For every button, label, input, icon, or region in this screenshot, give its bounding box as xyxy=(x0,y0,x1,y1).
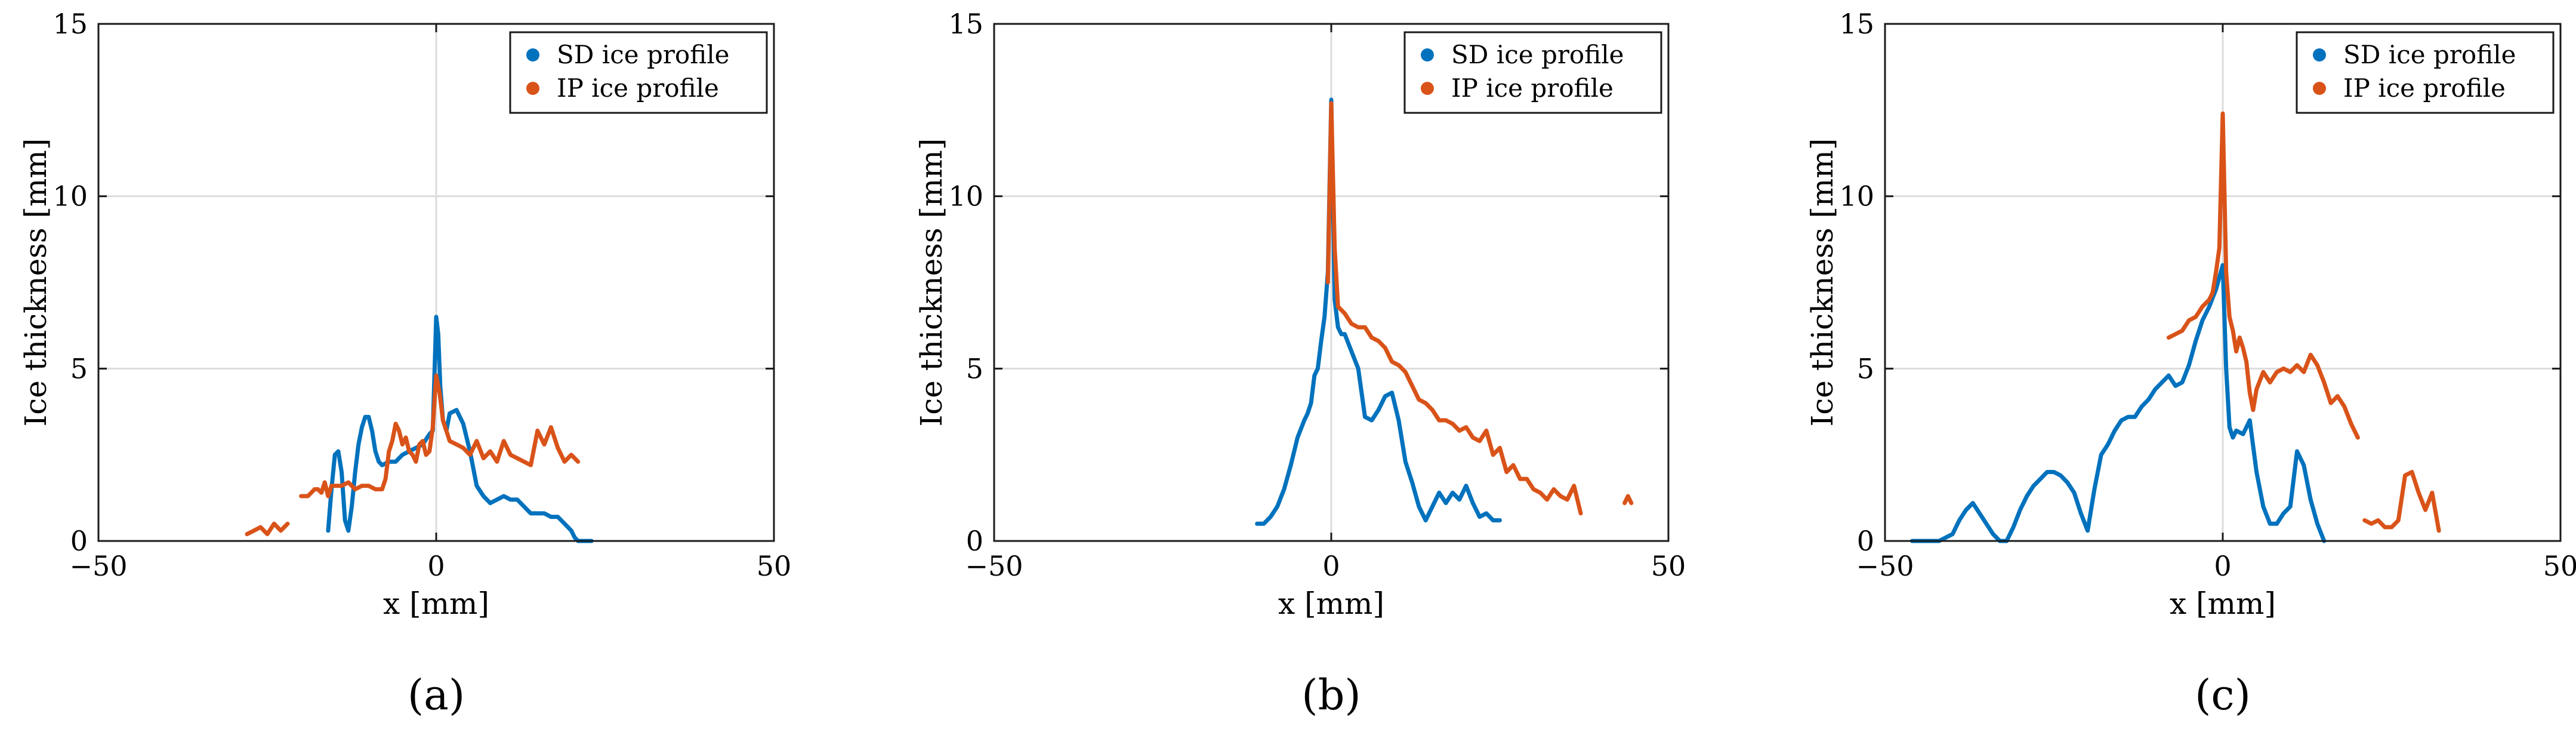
series-line-3 xyxy=(1622,494,1634,505)
y-tick-label: 15 xyxy=(53,8,88,40)
series-line-2 xyxy=(2166,111,2360,440)
y-tick-label: 0 xyxy=(966,525,983,557)
y-tick-label: 15 xyxy=(948,8,983,40)
x-tick-label: −50 xyxy=(965,550,1023,582)
legend-marker-1 xyxy=(2313,48,2326,62)
panel-label: (c) xyxy=(2195,671,2251,720)
y-tick-label: 5 xyxy=(966,352,983,385)
panel-label: (a) xyxy=(408,671,465,720)
y-tick-label: 5 xyxy=(70,352,88,385)
legend-label-1: SD ice profile xyxy=(2343,40,2516,69)
legend-label-2: IP ice profile xyxy=(1451,73,1614,103)
x-tick-label: 50 xyxy=(1651,550,1686,582)
legend-marker-2 xyxy=(2313,82,2326,95)
legend-label-1: SD ice profile xyxy=(1451,40,1624,69)
legend-marker-1 xyxy=(1421,48,1434,62)
x-tick-label: 0 xyxy=(1322,550,1340,582)
legend-label-2: IP ice profile xyxy=(2343,73,2506,103)
y-tick-label: 5 xyxy=(1857,352,1874,385)
legend-label-1: SD ice profile xyxy=(557,40,730,69)
legend-box xyxy=(1403,31,1662,114)
series-line-2 xyxy=(1325,101,1583,516)
y-tick-label: 0 xyxy=(1857,525,1874,557)
series-line-3 xyxy=(2362,470,2441,533)
y-tick-label: 10 xyxy=(1839,180,1874,213)
panel-label: (b) xyxy=(1301,671,1361,720)
y-axis-label: Ice thickness [mm] xyxy=(1805,139,1840,427)
legend: SD ice profile IP ice profile xyxy=(1403,31,1662,114)
x-tick-label: −50 xyxy=(1856,550,1914,582)
y-tick-label: 0 xyxy=(70,525,88,557)
x-axis-label: x [mm] xyxy=(383,586,489,621)
series-line-1 xyxy=(1255,97,1502,526)
series-line-1 xyxy=(1909,263,2327,543)
y-axis-label: Ice thickness [mm] xyxy=(18,139,53,427)
x-tick-label: −50 xyxy=(69,550,127,582)
y-tick-label: 10 xyxy=(53,180,88,213)
y-axis-label: Ice thickness [mm] xyxy=(914,139,949,427)
legend-marker-2 xyxy=(1421,82,1434,95)
legend-label-2: IP ice profile xyxy=(557,73,719,103)
x-tick-label: 50 xyxy=(2543,550,2576,582)
y-tick-label: 15 xyxy=(1839,8,1874,40)
legend-marker-1 xyxy=(526,48,539,62)
legend: SD ice profile IP ice profile xyxy=(509,31,768,114)
legend-marker-2 xyxy=(526,82,539,95)
legend-box xyxy=(509,31,768,114)
x-axis-label: x [mm] xyxy=(1278,586,1384,621)
x-tick-label: 50 xyxy=(757,550,792,582)
x-tick-label: 0 xyxy=(427,550,445,582)
y-tick-label: 10 xyxy=(948,180,983,213)
x-axis-label: x [mm] xyxy=(2170,586,2276,621)
series-line-1 xyxy=(326,315,594,543)
legend: SD ice profile IP ice profile xyxy=(2296,31,2555,114)
legend-box xyxy=(2296,31,2555,114)
x-tick-label: 0 xyxy=(2214,550,2231,582)
series-line-2 xyxy=(245,373,581,536)
